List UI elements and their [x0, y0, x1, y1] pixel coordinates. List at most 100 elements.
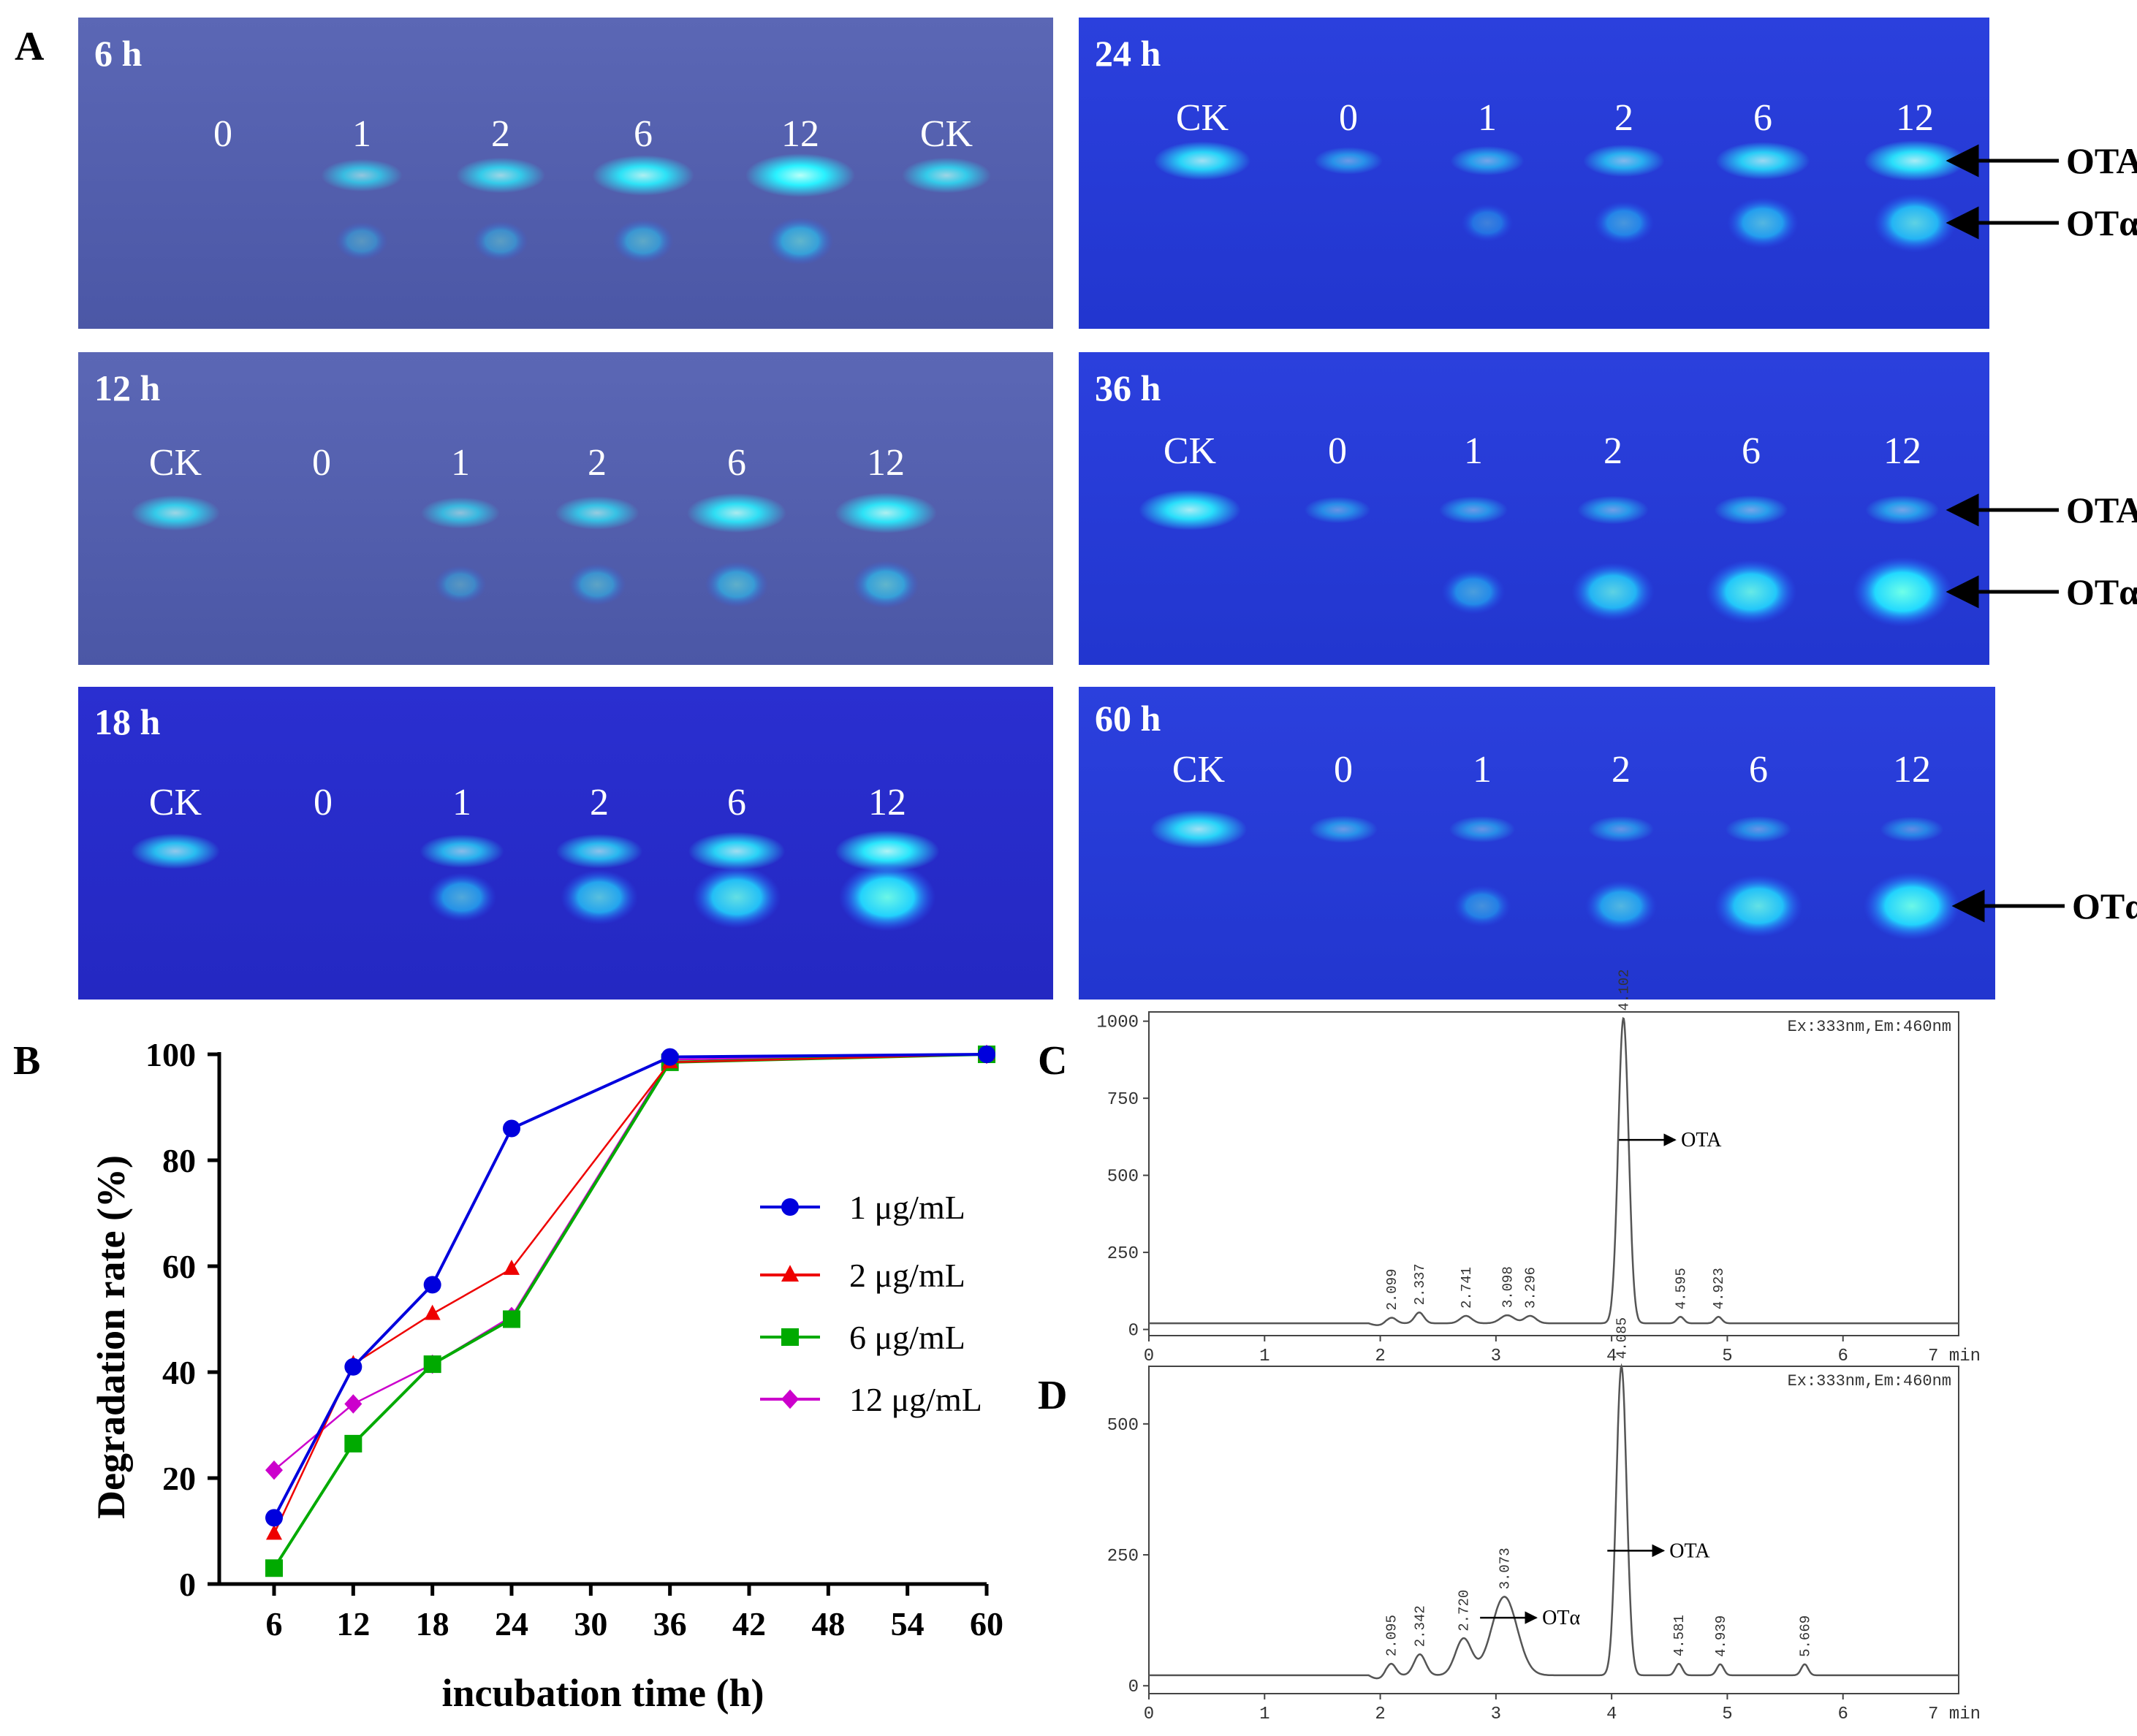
otalpha-spot — [767, 217, 834, 265]
tlc-lane-label: CK — [1176, 97, 1229, 139]
ota-spot — [835, 492, 937, 533]
chromatogram-trace — [1149, 1016, 1959, 1326]
ota-spot — [1577, 495, 1649, 525]
x-unit-label: 7 min — [1928, 1347, 1981, 1366]
tlc-lane-label: 1 — [1478, 97, 1497, 139]
x-tick-label: 6 — [1838, 1347, 1848, 1366]
otalpha-spot — [1727, 197, 1799, 248]
ota-spot — [1449, 815, 1516, 843]
peak-rt-label: 4.102 — [1616, 969, 1632, 1010]
peak-rt-label: 2.099 — [1384, 1269, 1400, 1311]
peak-rt-label: 3.098 — [1500, 1266, 1516, 1308]
tlc-lane-label: 6 — [1742, 430, 1761, 472]
y-tick-label: 250 — [1107, 1244, 1139, 1264]
tlc-plate-12h: 12 hCK 0 1 2 6 12 — [78, 352, 1053, 665]
x-tick-label: 36 — [653, 1605, 687, 1642]
annotation-label: OTA — [1681, 1129, 1722, 1151]
peak-rt-label: 3.296 — [1523, 1267, 1539, 1309]
x-tick-label: 6 — [266, 1605, 283, 1642]
otalpha-spot — [692, 866, 781, 929]
x-tick-label: 48 — [811, 1605, 845, 1642]
tlc-lane-label: 6 — [634, 113, 653, 155]
otalpha-spot — [838, 863, 936, 932]
tlc-lane-label: 1 — [451, 442, 470, 484]
tlc-plate-6h: 6 h0 1 2 6 12 CK — [78, 18, 1053, 329]
annotation-label: OTA — [1669, 1539, 1710, 1562]
tlc-lane-label: 2 — [590, 782, 609, 823]
data-point — [423, 1355, 441, 1374]
tlc-lane-label: 0 — [1334, 749, 1353, 791]
legend-label: 2 μg/mL — [849, 1257, 965, 1294]
data-point — [781, 1265, 799, 1282]
tlc-lane-label: 12 — [868, 782, 906, 823]
legend-item: 12 μg/mL — [760, 1381, 982, 1418]
tlc-lane-label: CK — [149, 782, 202, 823]
data-point — [265, 1509, 283, 1527]
otalpha-spot — [427, 872, 497, 922]
x-tick-label: 3 — [1491, 1705, 1501, 1724]
x-tick-label: 0 — [1144, 1347, 1154, 1366]
otalpha-spot — [561, 869, 638, 925]
y-tick-label: 0 — [1128, 1678, 1139, 1697]
y-axis-title: Degradation rate (%) — [89, 1155, 133, 1519]
ota-spot — [1314, 147, 1383, 175]
x-tick-label: 6 — [1838, 1705, 1848, 1724]
x-tick-label: 4 — [1606, 1347, 1617, 1366]
data-point — [266, 1524, 282, 1540]
y-tick-label: 1000 — [1096, 1013, 1139, 1033]
otalpha-spot — [612, 219, 674, 263]
ota-spot — [1725, 815, 1792, 843]
peak-rt-label: 5.669 — [1797, 1615, 1813, 1657]
otalpha-arrow-label: OTα — [2066, 202, 2137, 243]
ota-spot — [421, 497, 500, 529]
ota-arrow-label: OTA — [2066, 140, 2137, 181]
tlc-lane-label: 6 — [727, 442, 746, 484]
x-tick-label: 0 — [1144, 1705, 1154, 1724]
otalpha-spot — [1453, 885, 1511, 927]
peak-rt-label: 4.923 — [1711, 1268, 1727, 1309]
tlc-lane-label: CK — [1172, 749, 1226, 791]
tlc-lane-label: 1 — [352, 113, 371, 155]
tlc-lane-label: 2 — [1612, 749, 1631, 791]
ota-spot — [1583, 144, 1665, 178]
tlc-lane-label: 1 — [452, 782, 471, 823]
y-tick-label: 40 — [162, 1354, 196, 1391]
tlc-time-label: 36 h — [1095, 368, 1161, 408]
legend-item: 2 μg/mL — [760, 1257, 965, 1294]
panel-letter-c: C — [1038, 1038, 1067, 1084]
otalpha-spot — [705, 561, 769, 608]
tlc-lane-label: 6 — [727, 782, 746, 823]
otalpha-spot — [1441, 568, 1506, 615]
tlc-time-label: 24 h — [1095, 33, 1161, 74]
tlc-time-label: 60 h — [1095, 698, 1161, 739]
data-point — [781, 1198, 799, 1216]
ota-spot — [321, 159, 403, 192]
panel-letter-a: A — [15, 24, 45, 69]
data-point — [265, 1559, 283, 1577]
ota-spot — [1587, 815, 1655, 843]
ota-spot — [835, 830, 940, 872]
ota-spot — [745, 153, 855, 197]
otalpha-spot — [1593, 201, 1655, 245]
otalpha-arrow-label: OTα — [2066, 571, 2137, 612]
ota-spot — [1439, 496, 1508, 524]
y-tick-label: 80 — [162, 1142, 196, 1179]
data-point — [344, 1394, 363, 1414]
x-axis-title: incubation time (h) — [441, 1671, 764, 1715]
x-tick-label: 1 — [1259, 1347, 1269, 1366]
data-point — [504, 1259, 520, 1275]
otalpha-spot — [1873, 193, 1956, 253]
tlc-lane-label: 2 — [491, 113, 510, 155]
tlc-time-label: 12 h — [94, 368, 161, 408]
peak-rt-label: 2.720 — [1457, 1590, 1473, 1632]
degradation-chart: 0 20 40 60 80 100 6 12 18 24 30 36 42 48 54 60 incubatio… — [89, 1036, 1003, 1715]
otalpha-spot — [1461, 204, 1514, 242]
x-tick-label: 5 — [1722, 1705, 1732, 1724]
panel-letter-d: D — [1038, 1373, 1067, 1418]
tlc-plate-18h: 18 hCK 0 1 2 6 12 — [78, 687, 1053, 1000]
peak-rt-label: 4.085 — [1614, 1317, 1631, 1359]
legend-item: 6 μg/mL — [760, 1319, 965, 1356]
